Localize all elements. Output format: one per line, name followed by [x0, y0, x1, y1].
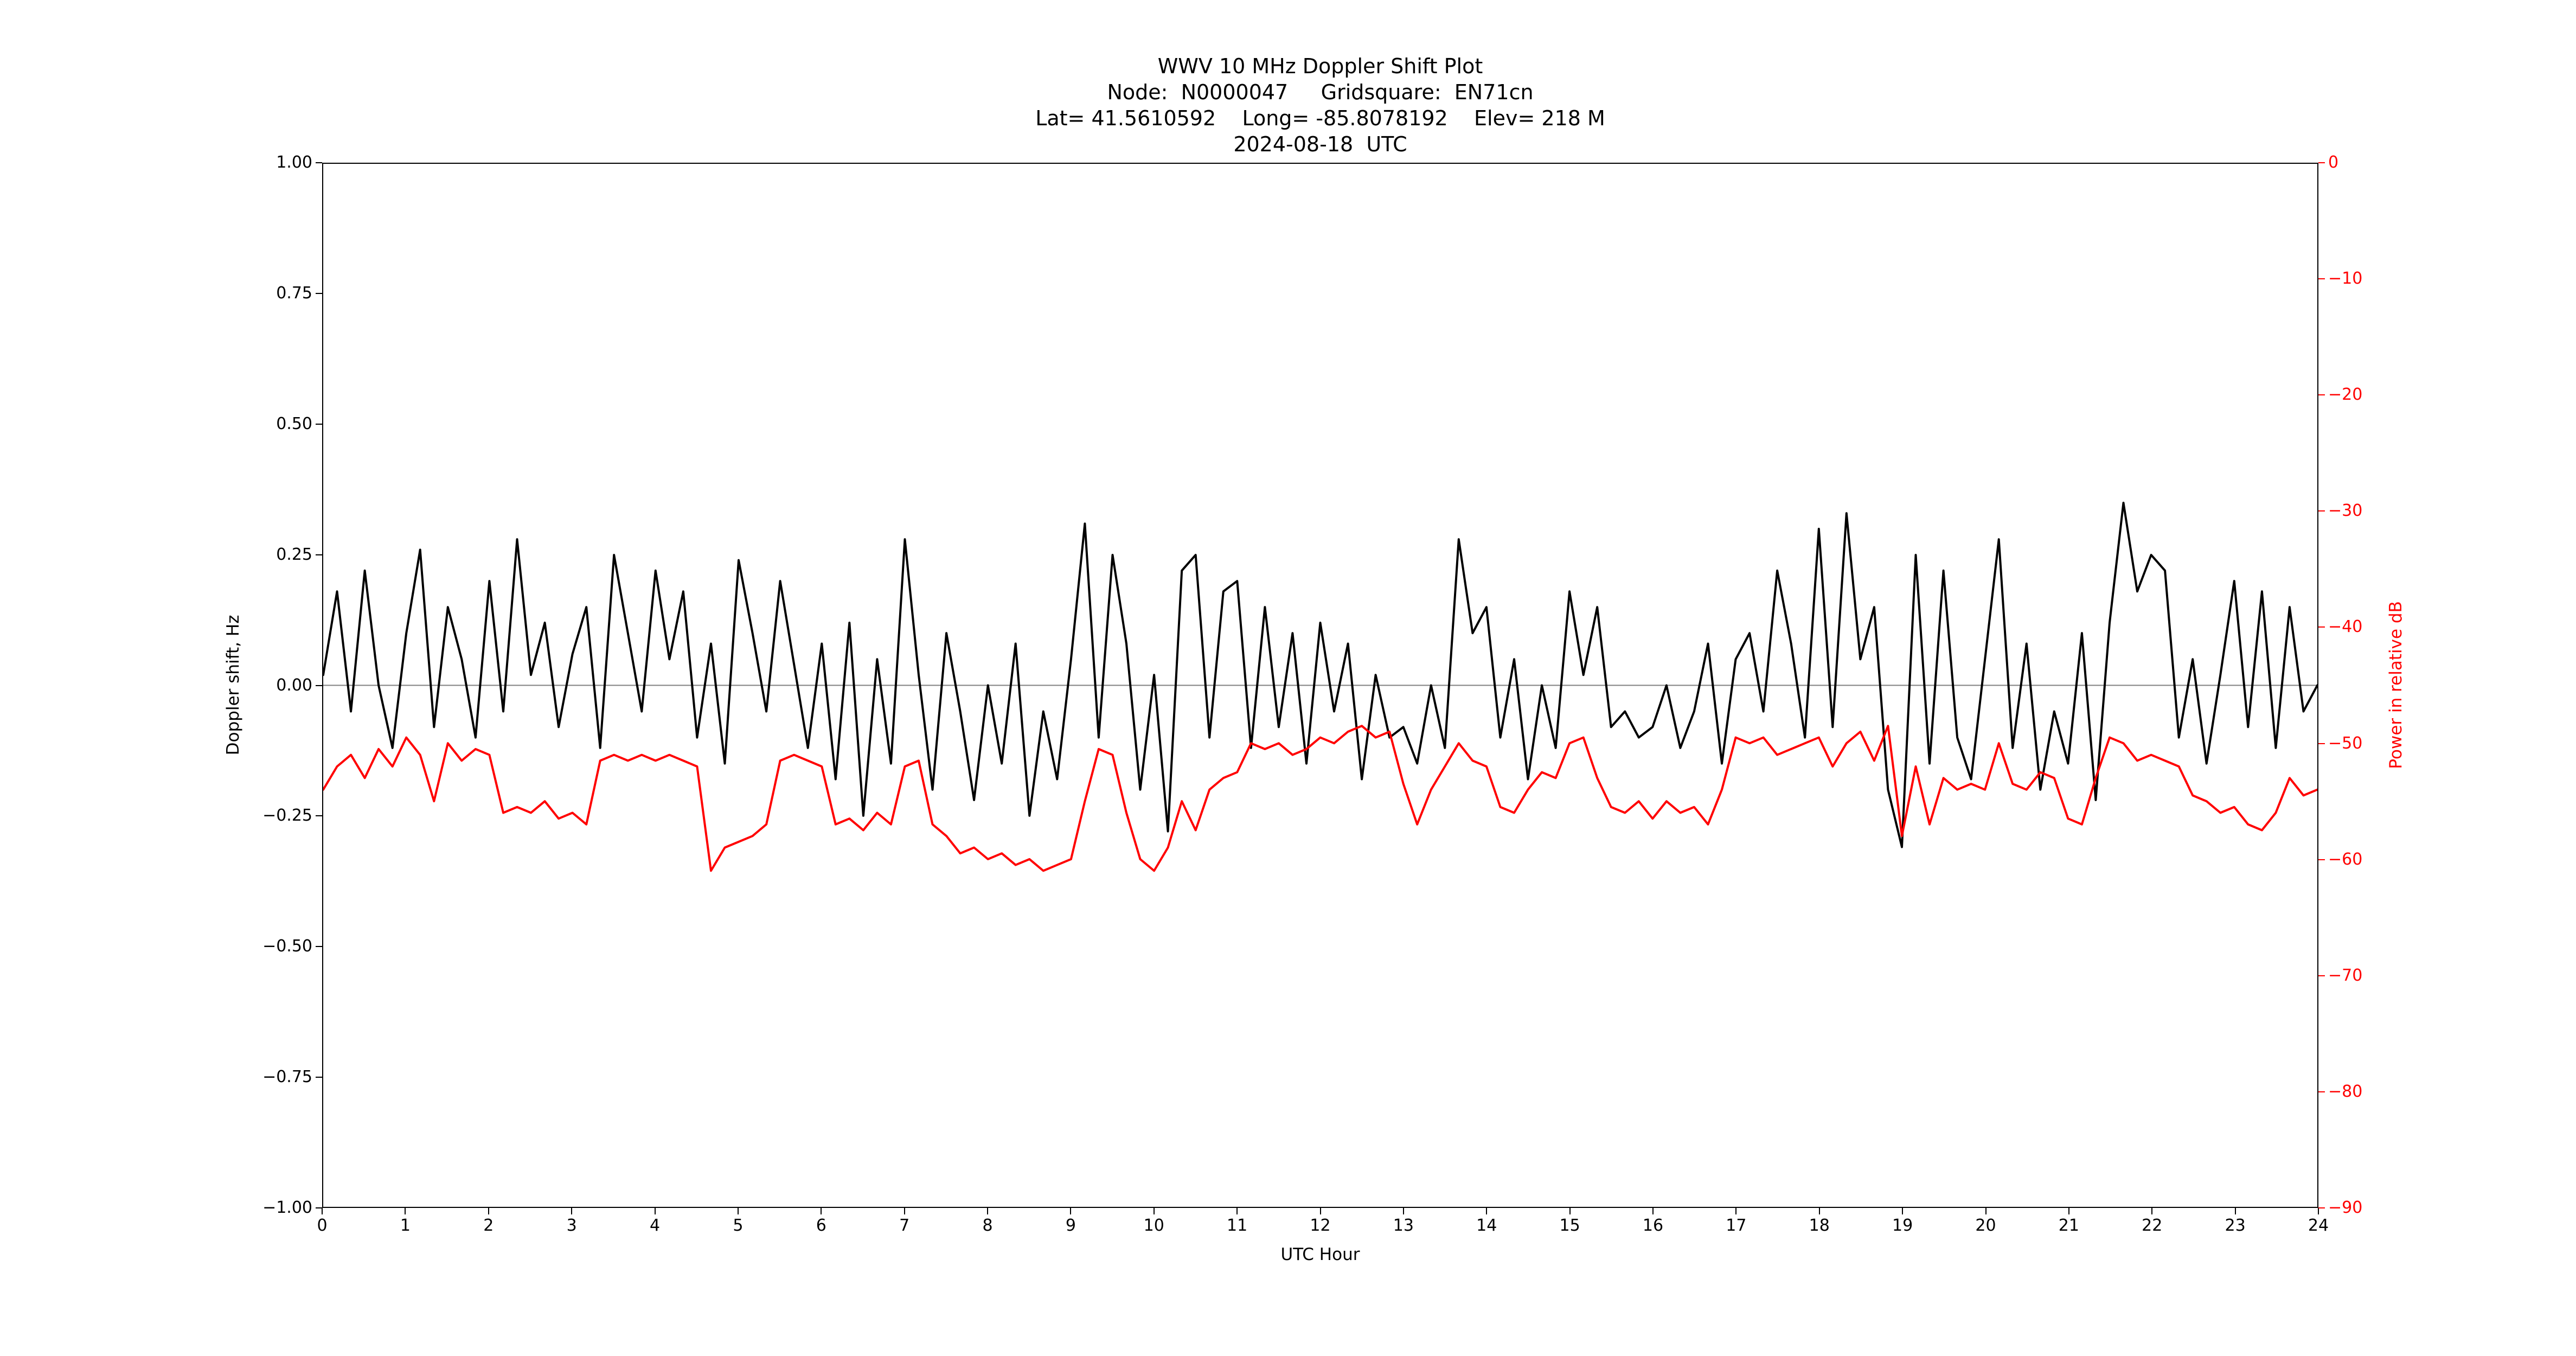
title-line-2: Node: N0000047 Gridsquare: EN71cn — [1107, 80, 1534, 104]
x-tick-mark — [1319, 1208, 1321, 1214]
x-tick-mark — [2318, 1208, 2319, 1214]
x-tick-mark — [737, 1208, 739, 1214]
y-left-tick-label: −1.00 — [262, 1198, 312, 1217]
y-right-tick-mark — [2318, 278, 2325, 280]
y-left-tick-mark — [316, 162, 322, 163]
y-left-tick-mark — [316, 1077, 322, 1078]
x-tick-mark — [571, 1208, 573, 1214]
x-tick-mark — [488, 1208, 489, 1214]
x-tick-mark — [2151, 1208, 2153, 1214]
x-tick-mark — [1070, 1208, 1072, 1214]
x-tick-label: 8 — [982, 1216, 993, 1235]
x-tick-mark — [1818, 1208, 1820, 1214]
y-right-tick-mark — [2318, 859, 2325, 860]
x-axis-label: UTC Hour — [1280, 1245, 1360, 1264]
y-right-tick-mark — [2318, 510, 2325, 512]
y-right-tick-label: −50 — [2328, 733, 2363, 753]
title-line-4: 2024-08-18 UTC — [1233, 132, 1407, 156]
x-tick-label: 12 — [1310, 1216, 1331, 1235]
y-left-tick-mark — [316, 685, 322, 686]
x-tick-label: 20 — [1975, 1216, 1996, 1235]
chart-svg — [323, 502, 2317, 872]
x-tick-mark — [1236, 1208, 1238, 1214]
y-right-tick-label: −20 — [2328, 385, 2363, 405]
x-tick-label: 15 — [1559, 1216, 1580, 1235]
x-tick-label: 18 — [1809, 1216, 1830, 1235]
y-right-tick-label: −80 — [2328, 1082, 2363, 1101]
x-tick-label: 16 — [1642, 1216, 1664, 1235]
y-right-tick-mark — [2318, 162, 2325, 163]
y-right-tick-mark — [2318, 1207, 2325, 1208]
y-left-tick-label: 0.00 — [276, 675, 312, 695]
x-tick-mark — [1735, 1208, 1737, 1214]
y-right-tick-mark — [2318, 975, 2325, 976]
y-right-tick-label: −10 — [2328, 269, 2363, 289]
x-tick-mark — [322, 1208, 323, 1214]
x-tick-label: 19 — [1892, 1216, 1913, 1235]
x-tick-mark — [654, 1208, 656, 1214]
x-tick-mark — [903, 1208, 905, 1214]
y-left-tick-label: −0.25 — [262, 806, 312, 826]
y-left-tick-mark — [316, 554, 322, 555]
x-tick-label: 11 — [1227, 1216, 1248, 1235]
y-left-tick-label: 0.50 — [276, 414, 312, 433]
x-tick-mark — [1486, 1208, 1488, 1214]
x-tick-label: 21 — [2058, 1216, 2079, 1235]
x-tick-label: 2 — [483, 1216, 494, 1235]
y-right-tick-label: −40 — [2328, 617, 2363, 637]
x-tick-mark — [1153, 1208, 1155, 1214]
x-tick-label: 1 — [400, 1216, 411, 1235]
x-tick-label: 6 — [816, 1216, 826, 1235]
y-left-tick-label: −0.50 — [262, 937, 312, 956]
y-right-tick-label: −60 — [2328, 849, 2363, 869]
x-tick-mark — [1985, 1208, 1987, 1214]
x-tick-mark — [2068, 1208, 2069, 1214]
x-tick-label: 0 — [317, 1216, 328, 1235]
x-tick-label: 14 — [1476, 1216, 1497, 1235]
plot-area — [322, 163, 2318, 1208]
x-tick-label: 4 — [649, 1216, 661, 1235]
y-right-tick-label: −30 — [2328, 501, 2363, 521]
y-left-tick-mark — [316, 292, 322, 294]
y-left-tick-label: 0.75 — [276, 283, 312, 303]
y-left-tick-mark — [316, 423, 322, 425]
x-tick-mark — [821, 1208, 822, 1214]
y-right-tick-label: −90 — [2328, 1198, 2363, 1217]
x-tick-mark — [2234, 1208, 2236, 1214]
y-left-tick-label: −0.75 — [262, 1067, 312, 1087]
y-right-tick-label: −70 — [2328, 965, 2363, 985]
chart-title: WWV 10 MHz Doppler Shift Plot Node: N000… — [322, 53, 2318, 157]
y-right-tick-label: 0 — [2328, 153, 2339, 172]
title-line-3: Lat= 41.5610592 Long= -85.8078192 Elev= … — [1035, 106, 1605, 130]
y-left-tick-mark — [316, 946, 322, 948]
x-tick-label: 3 — [566, 1216, 577, 1235]
x-tick-mark — [1902, 1208, 1904, 1214]
x-tick-mark — [987, 1208, 988, 1214]
y-left-tick-label: 0.25 — [276, 545, 312, 564]
power-series-line — [323, 725, 2317, 872]
x-tick-label: 13 — [1393, 1216, 1414, 1235]
x-tick-label: 23 — [2225, 1216, 2246, 1235]
x-tick-mark — [405, 1208, 406, 1214]
x-tick-mark — [1652, 1208, 1654, 1214]
y-right-tick-mark — [2318, 626, 2325, 628]
x-tick-label: 9 — [1065, 1216, 1076, 1235]
x-tick-mark — [1569, 1208, 1571, 1214]
x-tick-mark — [1402, 1208, 1404, 1214]
x-tick-label: 22 — [2142, 1216, 2163, 1235]
x-tick-label: 7 — [899, 1216, 910, 1235]
y-right-tick-mark — [2318, 394, 2325, 396]
y-left-tick-mark — [316, 815, 322, 817]
y-left-tick-mark — [316, 1207, 322, 1208]
y-left-tick-label: 1.00 — [276, 153, 312, 172]
x-tick-label: 10 — [1143, 1216, 1164, 1235]
x-tick-label: 24 — [2308, 1216, 2329, 1235]
x-tick-label: 17 — [1726, 1216, 1747, 1235]
x-tick-label: 5 — [733, 1216, 744, 1235]
y-right-tick-mark — [2318, 743, 2325, 744]
title-line-1: WWV 10 MHz Doppler Shift Plot — [1157, 54, 1483, 78]
y-right-tick-mark — [2318, 1091, 2325, 1092]
doppler-series-line — [323, 502, 2317, 848]
